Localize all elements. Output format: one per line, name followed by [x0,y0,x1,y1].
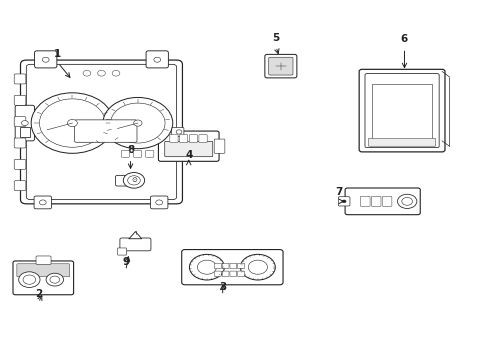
Circle shape [67,120,77,127]
Circle shape [248,260,267,274]
FancyBboxPatch shape [13,261,74,295]
FancyBboxPatch shape [382,196,391,206]
Circle shape [46,273,63,286]
Text: 7: 7 [335,188,342,197]
FancyBboxPatch shape [14,95,26,105]
Circle shape [50,276,60,283]
FancyBboxPatch shape [264,54,296,78]
Circle shape [42,57,49,62]
FancyBboxPatch shape [115,175,130,186]
FancyBboxPatch shape [145,150,154,157]
FancyBboxPatch shape [164,141,212,157]
Circle shape [23,275,36,284]
FancyBboxPatch shape [222,263,228,269]
FancyBboxPatch shape [121,150,129,157]
Text: 5: 5 [272,33,279,43]
FancyBboxPatch shape [214,271,221,276]
FancyBboxPatch shape [199,135,207,143]
Circle shape [21,121,28,126]
Circle shape [240,255,275,280]
FancyBboxPatch shape [229,263,236,269]
FancyBboxPatch shape [15,105,35,141]
FancyBboxPatch shape [237,271,244,276]
FancyBboxPatch shape [36,256,51,265]
Circle shape [401,197,412,205]
FancyBboxPatch shape [237,263,244,269]
Text: !: ! [134,231,137,236]
FancyBboxPatch shape [146,51,168,68]
Circle shape [154,57,160,62]
FancyBboxPatch shape [117,248,126,255]
FancyBboxPatch shape [169,135,178,143]
Circle shape [40,99,105,147]
FancyBboxPatch shape [171,127,183,136]
FancyBboxPatch shape [120,238,151,251]
Circle shape [83,71,91,76]
FancyBboxPatch shape [34,196,51,209]
FancyBboxPatch shape [229,271,236,276]
FancyBboxPatch shape [268,57,292,75]
FancyBboxPatch shape [345,188,419,215]
FancyBboxPatch shape [214,263,221,269]
FancyBboxPatch shape [20,127,30,137]
Text: 1: 1 [54,49,61,59]
FancyBboxPatch shape [367,138,435,146]
Circle shape [40,200,46,205]
FancyBboxPatch shape [182,249,283,285]
FancyBboxPatch shape [371,84,431,143]
Text: ⊙: ⊙ [131,177,137,183]
FancyBboxPatch shape [370,196,380,206]
FancyBboxPatch shape [20,60,182,204]
Circle shape [397,194,416,208]
FancyBboxPatch shape [35,51,57,68]
FancyBboxPatch shape [133,150,142,157]
Circle shape [98,71,105,76]
Circle shape [127,176,140,185]
FancyBboxPatch shape [364,73,438,148]
Polygon shape [129,231,142,239]
FancyBboxPatch shape [14,138,26,148]
FancyBboxPatch shape [358,69,444,152]
FancyBboxPatch shape [189,135,197,143]
FancyBboxPatch shape [14,181,26,191]
Text: 8: 8 [127,145,134,155]
Circle shape [123,172,144,188]
FancyBboxPatch shape [338,197,349,206]
Circle shape [133,120,142,126]
FancyBboxPatch shape [26,64,176,199]
FancyBboxPatch shape [74,120,137,142]
Text: 9: 9 [122,257,129,267]
Circle shape [342,200,346,203]
Circle shape [102,98,172,149]
FancyBboxPatch shape [150,196,167,209]
Circle shape [189,255,224,280]
Text: 4: 4 [184,150,192,160]
Text: 3: 3 [219,282,226,292]
FancyBboxPatch shape [214,139,224,153]
Circle shape [31,93,113,153]
Circle shape [112,71,120,76]
Circle shape [19,272,40,288]
Circle shape [176,130,182,134]
FancyBboxPatch shape [158,131,219,161]
FancyBboxPatch shape [179,135,187,143]
FancyBboxPatch shape [14,74,26,84]
FancyBboxPatch shape [360,196,369,206]
FancyBboxPatch shape [222,271,228,276]
Circle shape [197,260,216,274]
Circle shape [110,103,165,143]
Text: 6: 6 [400,35,407,44]
FancyBboxPatch shape [14,117,26,127]
Circle shape [156,200,162,205]
FancyBboxPatch shape [17,264,70,277]
Text: 2: 2 [35,289,42,299]
FancyBboxPatch shape [14,159,26,169]
